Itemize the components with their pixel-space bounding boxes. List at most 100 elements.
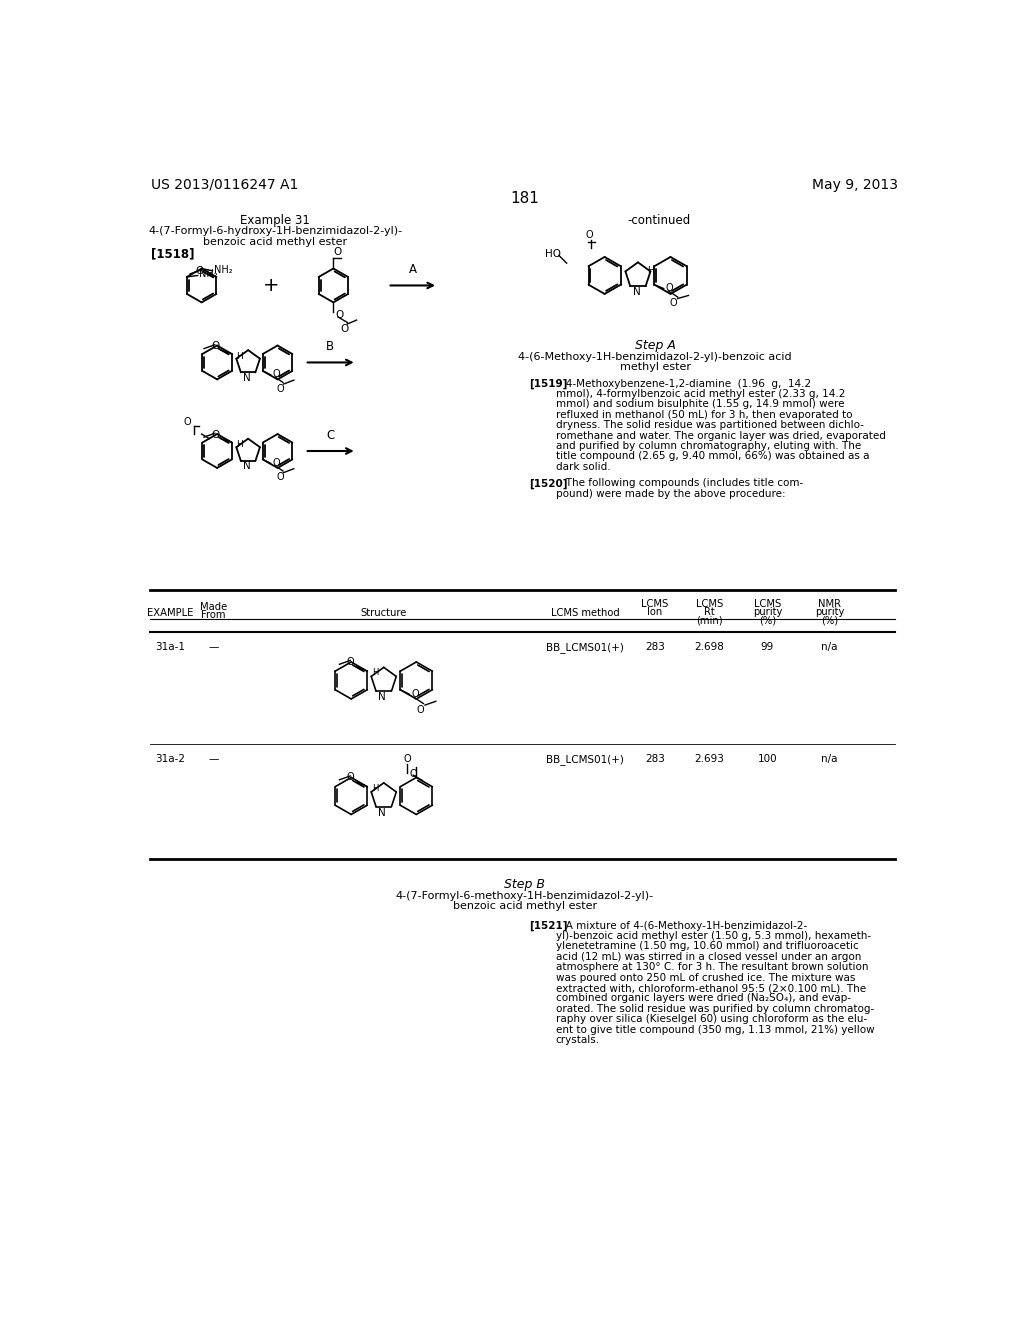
Text: 99: 99 bbox=[761, 642, 774, 652]
Text: N: N bbox=[633, 288, 640, 297]
Text: B: B bbox=[327, 341, 335, 354]
Text: O: O bbox=[410, 768, 417, 779]
Text: 4-(6-Methoxy-1H-benzimidazol-2-yl)-benzoic acid: 4-(6-Methoxy-1H-benzimidazol-2-yl)-benzo… bbox=[518, 351, 792, 362]
Text: Made: Made bbox=[200, 602, 227, 611]
Text: N: N bbox=[243, 372, 251, 383]
Text: refluxed in methanol (50 mL) for 3 h, then evaporated to: refluxed in methanol (50 mL) for 3 h, th… bbox=[556, 409, 852, 420]
Text: O: O bbox=[276, 384, 284, 393]
Text: C: C bbox=[327, 429, 335, 442]
Text: O: O bbox=[411, 689, 419, 698]
Text: O: O bbox=[333, 247, 341, 257]
Text: Example 31: Example 31 bbox=[241, 214, 310, 227]
Text: ylenetetramine (1.50 mg, 10.60 mmol) and trifluoroacetic: ylenetetramine (1.50 mg, 10.60 mmol) and… bbox=[556, 941, 858, 952]
Text: mmol) and sodium bisulphite (1.55 g, 14.9 mmol) were: mmol) and sodium bisulphite (1.55 g, 14.… bbox=[556, 400, 845, 409]
Text: Structure: Structure bbox=[360, 607, 407, 618]
Text: 4-(7-Formyl-6-hydroxy-1H-benzimidazol-2-yl)-: 4-(7-Formyl-6-hydroxy-1H-benzimidazol-2-… bbox=[148, 226, 402, 236]
Text: pound) were made by the above procedure:: pound) were made by the above procedure: bbox=[556, 488, 785, 499]
Text: [1518]: [1518] bbox=[152, 247, 195, 260]
Text: O: O bbox=[276, 473, 284, 482]
Text: N: N bbox=[378, 693, 386, 702]
Text: O: O bbox=[346, 772, 354, 783]
Text: N: N bbox=[243, 462, 251, 471]
Text: (%): (%) bbox=[821, 615, 838, 626]
Text: O: O bbox=[669, 298, 677, 308]
Text: benzoic acid methyl ester: benzoic acid methyl ester bbox=[453, 902, 597, 911]
Text: H: H bbox=[372, 784, 379, 793]
Text: O: O bbox=[211, 342, 219, 351]
Text: H: H bbox=[647, 267, 654, 276]
Text: Step A: Step A bbox=[635, 339, 676, 352]
Text: yl)-benzoic acid methyl ester (1.50 g, 5.3 mmol), hexameth-: yl)-benzoic acid methyl ester (1.50 g, 5… bbox=[556, 931, 871, 941]
Text: 283: 283 bbox=[645, 754, 665, 763]
Text: [1521]: [1521] bbox=[529, 921, 568, 931]
Text: mmol), 4-formylbenzoic acid methyl ester (2.33 g, 14.2: mmol), 4-formylbenzoic acid methyl ester… bbox=[556, 389, 845, 399]
Text: title compound (2.65 g, 9.40 mmol, 66%) was obtained as a: title compound (2.65 g, 9.40 mmol, 66%) … bbox=[556, 451, 869, 462]
Text: BB_LCMS01(+): BB_LCMS01(+) bbox=[547, 642, 625, 653]
Text: 4-(7-Formyl-6-methoxy-1H-benzimidazol-2-yl)-: 4-(7-Formyl-6-methoxy-1H-benzimidazol-2-… bbox=[395, 891, 654, 900]
Text: [1520]: [1520] bbox=[529, 478, 568, 488]
Text: +: + bbox=[263, 276, 280, 294]
Text: n/a: n/a bbox=[821, 642, 838, 652]
Text: NH₂: NH₂ bbox=[214, 265, 232, 275]
Text: dark solid.: dark solid. bbox=[556, 462, 610, 471]
Text: O: O bbox=[196, 265, 204, 276]
Text: O: O bbox=[417, 705, 424, 714]
Text: (%): (%) bbox=[759, 615, 776, 626]
Text: Rt: Rt bbox=[703, 607, 715, 618]
Text: LCMS: LCMS bbox=[695, 599, 723, 609]
Text: NMR: NMR bbox=[818, 599, 841, 609]
Text: 100: 100 bbox=[758, 754, 777, 763]
Text: O: O bbox=[340, 323, 348, 334]
Text: 4-Methoxybenzene-1,2-diamine  (1.96  g,  14.2: 4-Methoxybenzene-1,2-diamine (1.96 g, 14… bbox=[556, 379, 811, 388]
Text: was poured onto 250 mL of crushed ice. The mixture was: was poured onto 250 mL of crushed ice. T… bbox=[556, 973, 855, 982]
Text: 2.698: 2.698 bbox=[694, 642, 724, 652]
Text: NH₂: NH₂ bbox=[200, 269, 218, 279]
Text: A mixture of 4-(6-Methoxy-1H-benzimidazol-2-: A mixture of 4-(6-Methoxy-1H-benzimidazo… bbox=[556, 921, 807, 931]
Text: purity: purity bbox=[753, 607, 782, 618]
Text: atmosphere at 130° C. for 3 h. The resultant brown solution: atmosphere at 130° C. for 3 h. The resul… bbox=[556, 962, 868, 973]
Text: ent to give title compound (350 mg, 1.13 mmol, 21%) yellow: ent to give title compound (350 mg, 1.13… bbox=[556, 1024, 874, 1035]
Text: H: H bbox=[236, 441, 243, 449]
Text: O: O bbox=[586, 231, 593, 240]
Text: benzoic acid methyl ester: benzoic acid methyl ester bbox=[203, 238, 347, 247]
Text: EXAMPLE: EXAMPLE bbox=[147, 607, 194, 618]
Text: crystals.: crystals. bbox=[556, 1035, 600, 1045]
Text: (min): (min) bbox=[696, 615, 723, 626]
Text: romethane and water. The organic layer was dried, evaporated: romethane and water. The organic layer w… bbox=[556, 430, 886, 441]
Text: H: H bbox=[236, 352, 243, 360]
Text: raphy over silica (Kieselgel 60) using chloroform as the elu-: raphy over silica (Kieselgel 60) using c… bbox=[556, 1014, 867, 1024]
Text: 283: 283 bbox=[645, 642, 665, 652]
Text: O: O bbox=[346, 657, 354, 667]
Text: US 2013/0116247 A1: US 2013/0116247 A1 bbox=[152, 178, 299, 191]
Text: extracted with, chloroform-ethanol 95:5 (2×0.100 mL). The: extracted with, chloroform-ethanol 95:5 … bbox=[556, 983, 866, 993]
Text: HO: HO bbox=[545, 249, 561, 259]
Text: 31a-2: 31a-2 bbox=[156, 754, 185, 763]
Text: O: O bbox=[272, 370, 280, 379]
Text: LCMS: LCMS bbox=[754, 599, 781, 609]
Text: N: N bbox=[378, 808, 386, 818]
Text: [1519]: [1519] bbox=[529, 379, 568, 389]
Text: purity: purity bbox=[815, 607, 844, 618]
Text: LCMS method: LCMS method bbox=[551, 607, 620, 618]
Text: —: — bbox=[208, 754, 218, 763]
Text: BB_LCMS01(+): BB_LCMS01(+) bbox=[547, 754, 625, 764]
Text: —: — bbox=[208, 642, 218, 652]
Text: O: O bbox=[336, 310, 344, 321]
Text: Ion: Ion bbox=[647, 607, 663, 618]
Text: Step B: Step B bbox=[504, 878, 546, 891]
Text: O: O bbox=[272, 458, 280, 467]
Text: O: O bbox=[666, 282, 673, 293]
Text: O: O bbox=[211, 430, 219, 440]
Text: 181: 181 bbox=[510, 191, 540, 206]
Text: combined organic layers were dried (Na₂SO₄), and evap-: combined organic layers were dried (Na₂S… bbox=[556, 994, 851, 1003]
Text: n/a: n/a bbox=[821, 754, 838, 763]
Text: A: A bbox=[409, 263, 417, 276]
Text: O: O bbox=[184, 417, 191, 426]
Text: and purified by column chromatography, eluting with. The: and purified by column chromatography, e… bbox=[556, 441, 861, 451]
Text: LCMS: LCMS bbox=[641, 599, 669, 609]
Text: 2.693: 2.693 bbox=[694, 754, 724, 763]
Text: acid (12 mL) was stirred in a closed vessel under an argon: acid (12 mL) was stirred in a closed ves… bbox=[556, 952, 861, 962]
Text: The following compounds (includes title com-: The following compounds (includes title … bbox=[556, 478, 803, 488]
Text: 31a-1: 31a-1 bbox=[156, 642, 185, 652]
Text: -continued: -continued bbox=[628, 214, 691, 227]
